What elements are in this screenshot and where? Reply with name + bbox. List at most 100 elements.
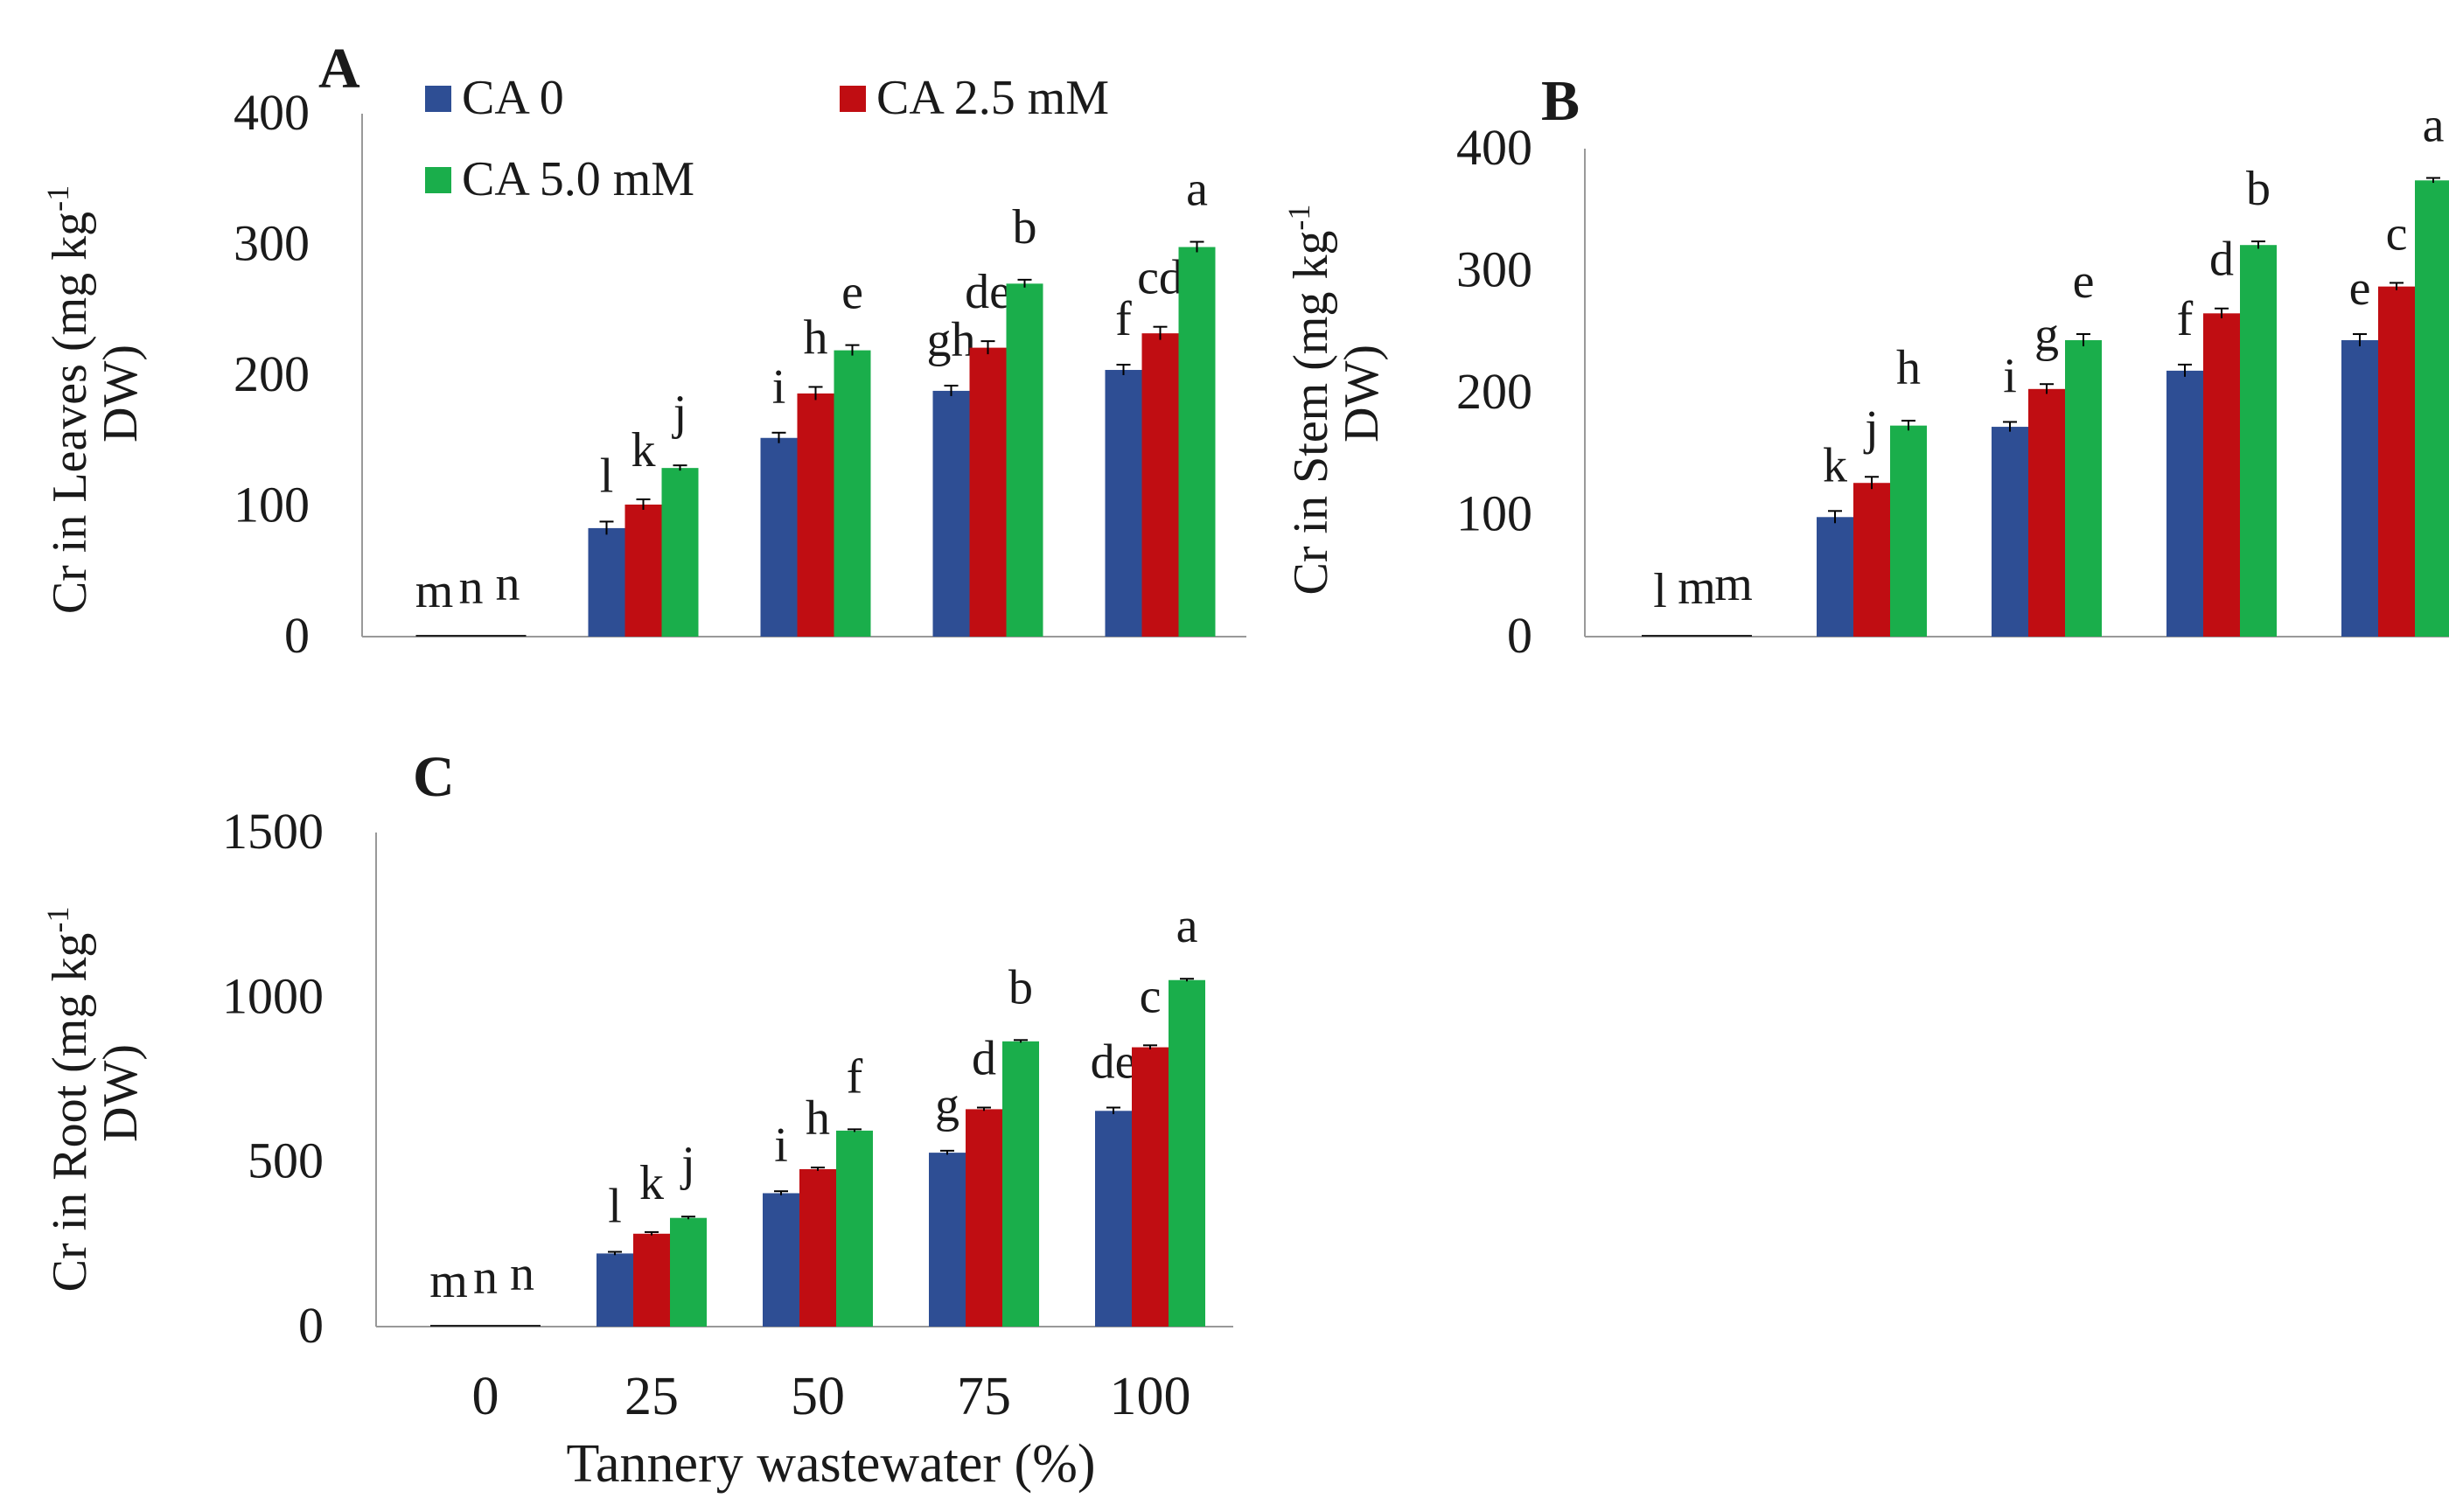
panel-b-bar-ca-5-0-75 <box>2240 245 2277 637</box>
panel-c-letter-ca-5-0-100: a <box>1176 899 1198 953</box>
panel-a-y-tick-label: 400 <box>234 84 310 141</box>
panel-b-letter-ca-2-5-50: g <box>2034 308 2059 362</box>
panel-c-bar-ca-2-5-50 <box>799 1168 836 1327</box>
panel-b-bar-ca-2-5-75 <box>2203 313 2240 637</box>
panel-b-y-tick-label: 400 <box>1456 119 1532 176</box>
panel-b-letter-ca-0-25: k <box>1823 438 1847 492</box>
panel-c-letter-ca-5-0-0: n <box>510 1247 534 1301</box>
panel-b-letter-ca-5-0-25: h <box>1896 341 1921 395</box>
panel-a-letter-ca-0-75: gh <box>927 313 976 367</box>
panel-b-bar-ca-2-5-100 <box>2378 286 2415 637</box>
panel-b-y-tick-label: 300 <box>1456 241 1532 298</box>
panel-b-bar-ca-5-0-25 <box>1890 425 1927 637</box>
panel-b-letter-ca-5-0-100: a <box>2423 98 2445 152</box>
panel-b-bar-ca-2-5-0 <box>1678 635 1715 637</box>
panel-b-letter-ca-2-5-100: c <box>2386 206 2408 261</box>
legend: CA 0 CA 2.5 mM CA 5.0 mM <box>425 71 1109 206</box>
x-tick-label-100: 100 <box>1110 1367 1191 1426</box>
panel-a-bar-ca-0-75 <box>932 390 970 637</box>
panel-c-letter-ca-0-50: i <box>774 1118 788 1173</box>
panel-a-bar-ca-5-0-50 <box>834 350 871 637</box>
panel-c-letter: C <box>413 745 455 809</box>
panel-a-bar-ca-2-5-50 <box>797 393 834 637</box>
panel-b-bar-ca-5-0-0 <box>1715 635 1752 637</box>
panel-b-bar-ca-2-5-25 <box>1853 483 1890 637</box>
panel-a-letter-ca-0-0: m <box>415 564 454 618</box>
x-tick-label-50: 50 <box>791 1367 845 1426</box>
panel-c-bar-ca-2-5-100 <box>1132 1047 1169 1327</box>
panel-a-bar-ca-2-5-0 <box>452 635 490 637</box>
panel-a-letter-ca-0-100: f <box>1115 292 1132 346</box>
panel-c-y-tick-label: 1000 <box>222 967 324 1024</box>
panel-a-y-axis-label: Cr in Leaves (mg kg-1 DW) <box>25 173 148 614</box>
panel-b-letter-ca-5-0-50: e <box>2073 254 2095 309</box>
panel-a-bar-ca-5-0-25 <box>661 468 699 637</box>
panel-b-bar-ca-0-25 <box>1817 517 1853 637</box>
panel-b-y-tick-label: 200 <box>1456 363 1532 420</box>
panel-b-y-axis-label: Cr in Stem (mg kg-1 DW) <box>1266 192 1389 596</box>
panel-c-y-tick-label: 0 <box>298 1297 324 1354</box>
panel-a-bar-ca-2-5-75 <box>969 347 1007 637</box>
panel-b-bar-ca-0-50 <box>1992 427 2028 637</box>
panel-a-y-tick-label: 100 <box>234 477 310 533</box>
legend-swatch-ca-5-0 <box>425 167 451 193</box>
panel-b-letter-ca-2-5-0: m <box>1678 561 1716 615</box>
panel-c-bar-ca-5-0-25 <box>670 1217 707 1327</box>
panel-c-bar-ca-5-0-50 <box>836 1130 873 1327</box>
legend-label-ca-0: CA 0 <box>462 71 564 125</box>
panel-b-letter: B <box>1541 69 1580 133</box>
legend-label-ca-2-5: CA 2.5 mM <box>876 71 1109 125</box>
panel-a-letter-ca-2-5-25: k <box>631 423 656 477</box>
panel-c-letter-ca-2-5-75: d <box>972 1032 996 1086</box>
panel-a-bar-ca-0-100 <box>1105 370 1142 637</box>
panel-c-y-axis-label: Cr in Root (mg kg-1 DW) <box>25 895 148 1293</box>
legend-label-ca-5-0: CA 5.0 mM <box>462 152 694 206</box>
panel-b-letter-ca-2-5-25: j <box>1863 401 1879 455</box>
panel-a-letter: A <box>318 37 360 101</box>
panel-c-bar-ca-0-75 <box>929 1153 966 1327</box>
panel-c-letter-ca-5-0-75: b <box>1008 960 1033 1014</box>
x-tick-label-25: 25 <box>624 1367 679 1426</box>
panel-b-letter-ca-0-75: f <box>2177 292 2194 346</box>
panel-b-letter-ca-5-0-0: m <box>1714 557 1753 611</box>
panel-a-letter-ca-0-25: l <box>600 449 614 503</box>
panel-a-bar-ca-2-5-25 <box>624 505 662 637</box>
panel-a-bar-ca-5-0-0 <box>489 635 527 637</box>
panel-a-y-tick-label: 300 <box>234 215 310 272</box>
panel-c-bar-ca-5-0-75 <box>1002 1041 1039 1327</box>
legend-swatch-ca-2-5 <box>840 86 866 112</box>
panel-a-letter-ca-5-0-0: n <box>496 557 520 611</box>
panel-b-letter-ca-0-100: e <box>2349 261 2371 316</box>
panel-a-letter-ca-2-5-50: h <box>804 310 828 365</box>
panel-a-letter-ca-2-5-0: n <box>459 561 484 615</box>
panel-c-letter-ca-2-5-25: k <box>639 1156 664 1210</box>
panel-c-bar-ca-0-100 <box>1095 1111 1132 1327</box>
panel-b-bar-ca-5-0-100 <box>2415 180 2449 637</box>
panel-c-bar-ca-0-0 <box>430 1325 467 1327</box>
panel-a-letter-ca-0-50: i <box>772 360 786 415</box>
panel-c-letter-ca-0-75: g <box>935 1078 959 1132</box>
panel-a-bar-ca-5-0-100 <box>1178 247 1216 637</box>
panel-c-y-tick-label: 1500 <box>222 803 324 860</box>
panel-b-y-tick-label: 100 <box>1456 485 1532 542</box>
panel-a-bar-ca-2-5-100 <box>1141 333 1179 637</box>
panel-b-letter-ca-5-0-75: b <box>2246 162 2271 216</box>
panel-a-bar-ca-5-0-75 <box>1006 283 1043 637</box>
panel-a-letter-ca-5-0-75: b <box>1013 200 1037 254</box>
panel-c-letter-ca-2-5-50: h <box>806 1091 830 1146</box>
panel-a-y-tick-label: 0 <box>284 607 310 664</box>
panel-c-bar-ca-5-0-100 <box>1169 979 1205 1327</box>
panel-c-letter-ca-0-100: de <box>1091 1035 1137 1090</box>
panel-b-bar-ca-0-75 <box>2166 370 2203 637</box>
panel-b-bar-ca-2-5-50 <box>2028 388 2065 637</box>
panel-b-bar-ca-5-0-50 <box>2065 340 2102 637</box>
panel-a-bar-ca-0-50 <box>760 437 798 637</box>
panel-a-letter-ca-5-0-50: e <box>841 266 863 320</box>
